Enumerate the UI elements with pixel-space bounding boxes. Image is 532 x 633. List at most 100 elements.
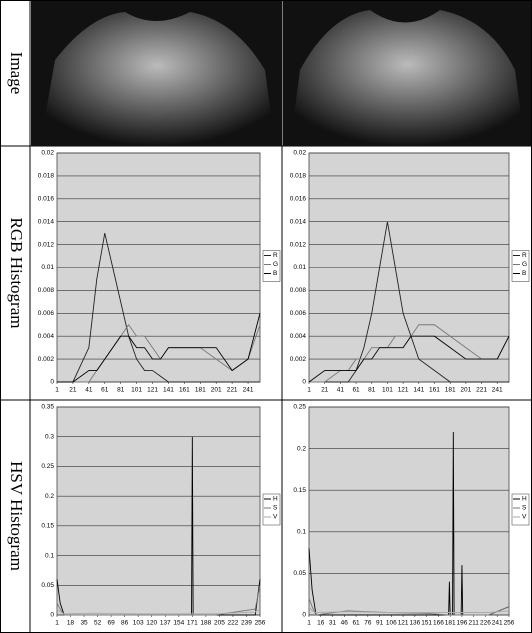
x-tick-label: 52 xyxy=(94,620,102,627)
y-tick-label: 0.05 xyxy=(293,570,306,577)
x-tick-label: 154 xyxy=(173,620,184,627)
x-tick-label: 171 xyxy=(187,620,198,627)
legend-label: V xyxy=(273,514,278,521)
y-tick-label: 0.002 xyxy=(38,356,55,363)
legend-label: H xyxy=(273,496,278,503)
x-tick-label: 46 xyxy=(341,620,349,627)
y-tick-label: 0 xyxy=(50,379,54,386)
photo xyxy=(31,1,282,146)
y-tick-label: 0.004 xyxy=(290,333,307,340)
x-tick-label: 141 xyxy=(163,387,174,394)
y-tick-label: 0 xyxy=(302,379,306,386)
legend-label: B xyxy=(522,270,526,277)
y-tick-label: 0.01 xyxy=(293,264,306,271)
x-tick-label: 241 xyxy=(492,620,503,627)
series-line xyxy=(57,313,261,383)
y-tick-label: 0.014 xyxy=(290,218,307,225)
x-tick-label: 256 xyxy=(504,620,515,627)
x-tick-label: 61 xyxy=(352,387,360,394)
y-tick-label: 0.02 xyxy=(41,150,54,157)
y-tick-label: 0.012 xyxy=(38,241,55,248)
legend-label: S xyxy=(522,505,527,512)
x-tick-label: 221 xyxy=(476,387,487,394)
x-tick-label: 201 xyxy=(460,387,471,394)
x-tick-label: 181 xyxy=(445,620,456,627)
x-tick-label: 239 xyxy=(241,620,252,627)
series-line xyxy=(56,608,261,615)
series-line xyxy=(57,233,260,383)
x-tick-label: 101 xyxy=(131,387,142,394)
y-tick-label: 0.018 xyxy=(38,173,55,180)
y-tick-label: 0.25 xyxy=(41,463,54,470)
x-tick-label: 137 xyxy=(160,620,171,627)
x-tick-label: 106 xyxy=(386,620,397,627)
series-line xyxy=(309,221,509,383)
x-tick-label: 166 xyxy=(433,620,444,627)
x-tick-label: 41 xyxy=(337,387,345,394)
x-tick-label: 41 xyxy=(85,387,93,394)
legend-label: H xyxy=(522,496,527,503)
y-tick-label: 0 xyxy=(302,612,306,619)
row-label: RGB Histogram xyxy=(7,218,26,329)
x-tick-label: 136 xyxy=(409,620,420,627)
y-tick-label: 0.004 xyxy=(38,333,55,340)
y-tick-label: 0 xyxy=(50,612,54,619)
legend-label: R xyxy=(273,252,278,259)
legend-label: S xyxy=(273,505,278,512)
x-tick-label: 76 xyxy=(364,620,372,627)
row-label: HSV Histogram xyxy=(7,461,26,571)
y-tick-label: 0.002 xyxy=(290,356,307,363)
y-tick-label: 0.1 xyxy=(297,529,306,536)
y-tick-label: 0.006 xyxy=(290,310,307,317)
y-tick-label: 0.1 xyxy=(45,552,54,559)
x-tick-label: 1 xyxy=(55,387,59,394)
x-tick-label: 161 xyxy=(179,387,190,394)
x-tick-label: 16 xyxy=(317,620,325,627)
legend-label: G xyxy=(273,261,278,268)
x-tick-label: 222 xyxy=(228,620,239,627)
x-tick-label: 211 xyxy=(469,620,480,627)
x-tick-label: 205 xyxy=(214,620,225,627)
x-tick-label: 181 xyxy=(445,387,456,394)
x-tick-label: 81 xyxy=(117,387,125,394)
series-line xyxy=(308,606,510,613)
series-line xyxy=(308,335,510,383)
legend-label: G xyxy=(522,261,527,268)
y-tick-label: 0.008 xyxy=(290,287,307,294)
x-tick-label: 31 xyxy=(329,620,337,627)
x-tick-label: 181 xyxy=(195,387,206,394)
x-tick-label: 151 xyxy=(421,620,432,627)
y-tick-label: 0.15 xyxy=(293,487,306,494)
x-tick-label: 86 xyxy=(121,620,129,627)
x-tick-label: 101 xyxy=(382,387,393,394)
x-tick-label: 121 xyxy=(398,620,409,627)
y-tick-label: 0.35 xyxy=(41,404,54,411)
legend-label: V xyxy=(522,514,527,521)
plot-area xyxy=(308,406,510,616)
x-tick-label: 196 xyxy=(457,620,468,627)
y-tick-label: 0.008 xyxy=(38,287,55,294)
x-tick-label: 121 xyxy=(147,387,158,394)
photo xyxy=(283,1,531,146)
x-tick-label: 35 xyxy=(80,620,88,627)
x-tick-label: 161 xyxy=(429,387,440,394)
y-tick-label: 0.05 xyxy=(41,582,54,589)
x-tick-label: 21 xyxy=(321,387,329,394)
x-tick-label: 61 xyxy=(352,620,360,627)
legend-label: R xyxy=(522,252,527,259)
y-tick-label: 0.3 xyxy=(45,433,54,440)
x-tick-label: 91 xyxy=(376,620,384,627)
y-tick-label: 0.2 xyxy=(297,445,306,452)
x-tick-label: 201 xyxy=(211,387,222,394)
y-tick-label: 0.012 xyxy=(290,241,307,248)
x-tick-label: 241 xyxy=(243,387,254,394)
x-tick-label: 188 xyxy=(200,620,211,627)
plot-area xyxy=(56,406,261,616)
x-tick-label: 226 xyxy=(480,620,491,627)
x-tick-label: 81 xyxy=(368,387,376,394)
x-tick-label: 69 xyxy=(108,620,116,627)
series-line xyxy=(56,585,261,616)
y-tick-label: 0.016 xyxy=(290,196,307,203)
x-tick-label: 141 xyxy=(413,387,424,394)
